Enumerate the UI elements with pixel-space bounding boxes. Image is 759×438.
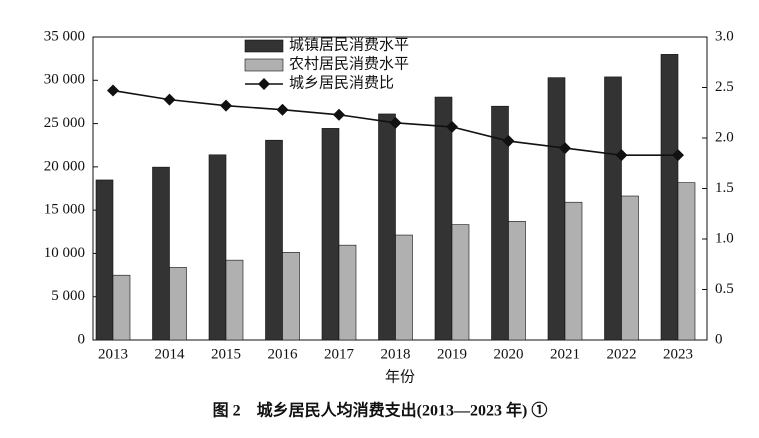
y-tick-label: 5 000 (51, 288, 85, 304)
x-tick-label: 2013 (98, 346, 128, 362)
y2-tick-label: 1.5 (715, 180, 734, 196)
bar (265, 139, 283, 341)
bar (338, 244, 357, 341)
line-marker (615, 149, 628, 162)
bar (604, 76, 622, 341)
y2-tick-label: 2.0 (715, 129, 734, 145)
bar (95, 179, 114, 341)
bar (660, 54, 679, 341)
bar (321, 128, 340, 341)
bar (395, 234, 413, 341)
y-tick-label: 20 000 (44, 158, 85, 174)
line-marker (559, 142, 571, 155)
x-tick-label: 2019 (437, 346, 467, 362)
x-tick-label: 2021 (550, 346, 580, 362)
x-tick-label: 2018 (381, 346, 411, 362)
bar (677, 182, 696, 341)
y2-tick-label: 0.5 (715, 281, 734, 297)
legend-swatch (258, 78, 270, 90)
bar (451, 224, 470, 341)
legend-label: 农村居民消费水平 (289, 55, 409, 72)
x-tick-label: 2015 (211, 346, 241, 362)
legend-label: 城乡居民消费比 (289, 74, 394, 91)
bar (169, 267, 187, 341)
bar (621, 195, 639, 341)
bar (208, 154, 227, 341)
y-tick-label: 35 000 (44, 28, 85, 44)
line-marker (389, 116, 402, 129)
x-tick-label: 2016 (268, 346, 299, 362)
y-tick-label: 10 000 (44, 245, 85, 261)
line-marker (163, 93, 176, 106)
y2-tick-label: 3.0 (715, 28, 734, 44)
bar (152, 166, 170, 341)
legend-swatch (244, 39, 284, 53)
legend-label: 城镇居民消费水平 (289, 36, 409, 53)
y-tick-label: 0 (78, 331, 86, 347)
y-tick-label: 15 000 (44, 202, 85, 218)
bar (434, 96, 453, 341)
legend-swatch (244, 58, 284, 72)
y-tick-label: 25 000 (44, 115, 85, 131)
line-marker (276, 103, 289, 116)
line-marker (333, 108, 345, 121)
x-tick-label: 2020 (494, 346, 524, 362)
bar (564, 201, 583, 341)
y-tick-label: 30 000 (44, 72, 85, 88)
line-marker (502, 135, 515, 148)
y2-tick-label: 0 (715, 331, 723, 347)
bar (508, 220, 526, 341)
bar (282, 252, 300, 341)
chart-title: 图 2 城乡居民人均消费支出(2013—2023 年) ① (213, 401, 548, 420)
x-axis-label: 年份 (385, 368, 415, 385)
x-tick-label: 2017 (324, 346, 355, 362)
y2-tick-label: 2.5 (715, 79, 734, 95)
bar (225, 259, 244, 341)
bar (112, 274, 131, 341)
bar (547, 77, 566, 341)
line-marker (446, 120, 458, 133)
line-marker (107, 84, 119, 97)
bar (378, 113, 396, 341)
x-tick-label: 2022 (607, 346, 637, 362)
line-marker (220, 99, 232, 112)
x-tick-label: 2023 (663, 346, 693, 362)
line-marker (672, 149, 684, 162)
x-tick-label: 2014 (155, 346, 186, 362)
y2-tick-label: 1.0 (715, 230, 734, 246)
